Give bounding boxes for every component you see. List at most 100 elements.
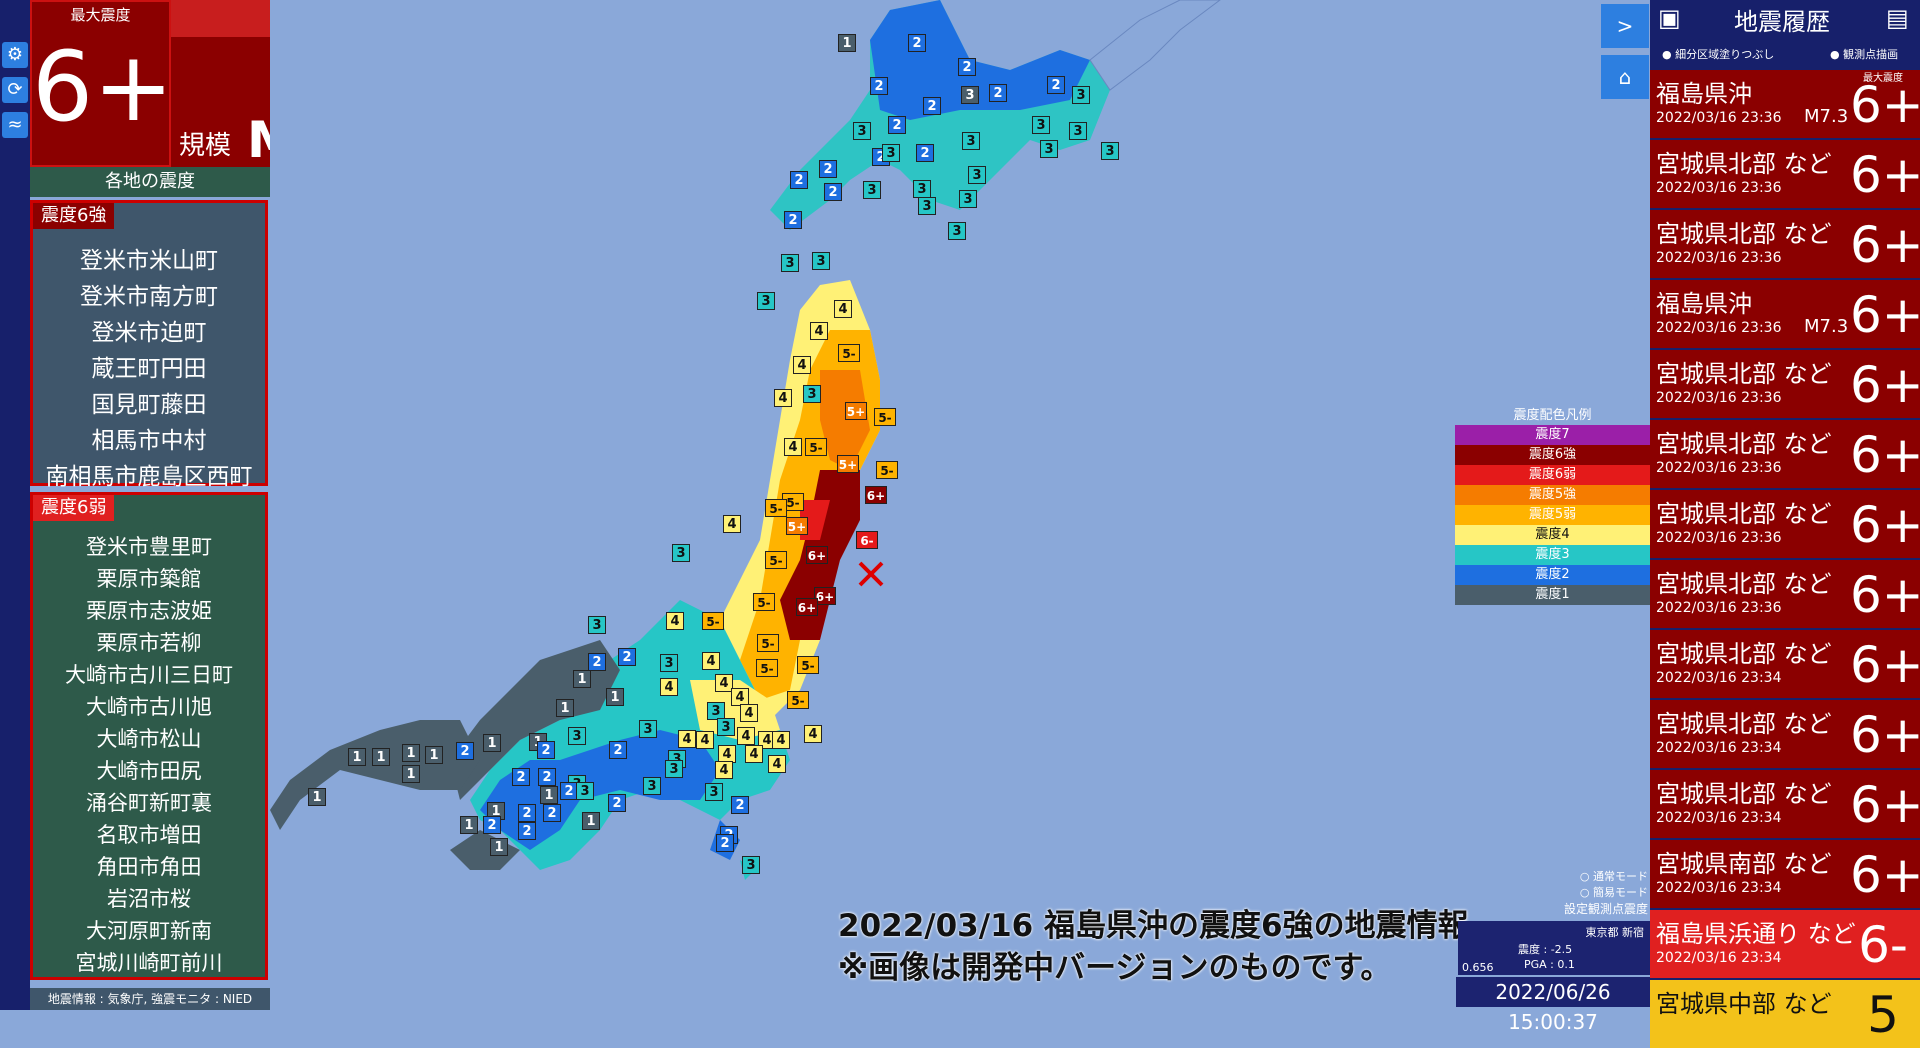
history-item-intensity: 6+ [1850,356,1920,414]
intensity-marker: 4 [660,678,678,696]
intensity-marker: 4 [740,704,758,722]
intensity-marker: 2 [518,804,536,822]
history-item[interactable]: 宮城県北部 など 2022/03/16 23:36 6+ [1650,210,1920,278]
history-item-magnitude: M7.3 [1804,106,1849,127]
history-item-time: 2022/03/16 23:34 [1656,880,1782,896]
history-item-intensity: 6+ [1850,706,1920,764]
intensity-marker: 3 [1032,116,1050,134]
intensity-marker: 1 [348,748,366,766]
tsunami-icon[interactable]: ≈ [2,112,28,138]
station-value: 0.656 [1462,961,1494,974]
intensity-marker: 6+ [806,546,828,564]
intensity-marker: 2 [819,160,837,178]
history-item-intensity: 6+ [1850,846,1920,904]
history-item-intensity: 6+ [1850,286,1920,344]
expand-button[interactable]: > [1601,4,1649,48]
intensity-marker: 2 [824,183,842,201]
intensity-marker: 1 [582,812,600,830]
history-item-time: 2022/03/16 23:36 [1656,180,1782,196]
intensity-marker: 2 [483,816,501,834]
intensity-marker: 4 [666,612,684,630]
intensity-marker: 5- [797,656,819,674]
history-item-region: 福島県沖 [1656,290,1752,318]
location-item: 登米市迫町 [91,320,207,346]
history-title: 地震履歴 [1734,8,1830,36]
intensity-marker: 3 [757,292,775,310]
intensity-marker: 4 [723,515,741,533]
intensity-marker: 2 [518,822,536,840]
japan-map[interactable]: 1 2 2 3 2 2 2 3 2 2 3 2 3 2 3 3 3 3 3 2 2 2 3 3 3 3 3 2 3 3 3 3 4 4 5- 4 3 4 5… [270,0,1645,1010]
left-toolbar: ⚙ ⟳ ≈ [0,0,30,1010]
normal-mode-label: 通常モード [1593,870,1648,883]
intensity-marker: 3 [742,856,760,874]
intensity-marker: 5- [757,634,779,652]
intensity-marker: 4 [702,652,720,670]
intensity-marker: 3 [672,544,690,562]
intensity-marker: 4 [793,356,811,374]
history-item[interactable]: 宮城県北部 など 2022/03/16 23:36 6+ [1650,420,1920,488]
history-item[interactable]: 福島県沖 2022/03/16 23:36 M7.3 6+ 最大震度 [1650,70,1920,138]
intensity-marker: 4 [810,322,828,340]
intensity-marker: 1 [372,748,390,766]
intensity-marker: 2 [543,804,561,822]
intensity-marker: 2 [989,84,1007,102]
legend-item: 震度2 [1455,565,1650,585]
intensity-marker: 2 [1047,76,1065,94]
location-item: 蔵王町円田 [91,356,207,382]
intensity-marker: 4 [772,731,790,749]
history-item-intensity: 6+ [1850,496,1920,554]
history-item-time: 2022/03/16 23:36 [1656,460,1782,476]
history-item[interactable]: 宮城県北部 など 2022/03/16 23:36 6+ [1650,350,1920,418]
intensity-marker: 3 [1040,140,1058,158]
history-item[interactable]: 福島県浜通り など 2022/03/16 23:34 6- [1650,910,1920,978]
history-item-time: 2022/03/16 23:34 [1656,810,1782,826]
history-item[interactable]: 宮城県中部 など 5 [1650,980,1920,1048]
intensity-marker: 4 [768,755,786,773]
legend-item: 震度1 [1455,585,1650,605]
intensity-marker: 1 [490,838,508,856]
intensity-marker: 6- [856,531,878,549]
intensity-marker: 6+ [796,598,818,616]
location-item: 大崎市松山 [96,727,202,751]
normal-mode-radio[interactable]: ○ 通常モード [1579,870,1648,883]
history-item[interactable]: 宮城県北部 など 2022/03/16 23:34 6+ [1650,770,1920,838]
intensity-marker: 2 [538,768,556,786]
intensity-marker: 1 [308,788,326,806]
location-item: 栗原市築館 [96,567,202,591]
history-item[interactable]: 宮城県南部 など 2022/03/16 23:34 6+ [1650,840,1920,908]
history-item[interactable]: 宮城県北部 など 2022/03/16 23:34 6+ [1650,700,1920,768]
simple-mode-label: 簡易モード [1593,886,1648,899]
intensity-marker: 3 [665,760,683,778]
history-item[interactable]: 福島県沖 2022/03/16 23:36 M7.3 6+ [1650,280,1920,348]
location-item: 登米市米山町 [80,248,218,274]
intensity-marker: 4 [758,731,776,749]
caption-line-2: ※画像は開発中バージョンのものです。 [838,950,1392,986]
history-options: ● 細分区域塗りつぶし ● 観測点描画 [1650,42,1920,64]
map-shapes [270,0,1221,880]
intensity-marker: 5- [805,438,827,456]
intensity-marker: 5- [756,659,778,677]
intensity-marker: 4 [718,745,736,763]
intensity-marker: 3 [705,783,723,801]
history-item[interactable]: 宮城県北部 など 2022/03/16 23:36 6+ [1650,140,1920,208]
group-title: 震度6強 [33,203,115,229]
history-item-magnitude: M7.3 [1804,316,1849,337]
history-item[interactable]: 宮城県北部 など 2022/03/16 23:36 6+ [1650,490,1920,558]
save-icon[interactable]: ▣ [1658,4,1681,32]
intensity-marker: 4 [774,389,792,407]
document-icon[interactable]: ▤ [1886,4,1909,32]
fill-toggle[interactable]: ● 細分区域塗りつぶし [1662,48,1775,61]
gear-icon[interactable]: ⚙ [2,42,28,68]
intensity-marker: 2 [870,77,888,95]
history-item-region: 宮城県北部 など [1656,360,1832,388]
points-toggle[interactable]: ● 観測点描画 [1830,48,1899,61]
history-item-region: 宮城県中部 など [1656,990,1832,1018]
home-button[interactable]: ⌂ [1601,55,1649,99]
simple-mode-radio[interactable]: ○ 簡易モード [1579,886,1648,899]
refresh-icon[interactable]: ⟳ [2,77,28,103]
history-item-region: 宮城県南部 など [1656,850,1832,878]
history-item[interactable]: 宮城県北部 など 2022/03/16 23:36 6+ [1650,560,1920,628]
location-item: 大崎市古川三日町 [65,663,233,687]
history-item[interactable]: 宮城県北部 など 2022/03/16 23:34 6+ [1650,630,1920,698]
intensity-marker: 3 [948,222,966,240]
